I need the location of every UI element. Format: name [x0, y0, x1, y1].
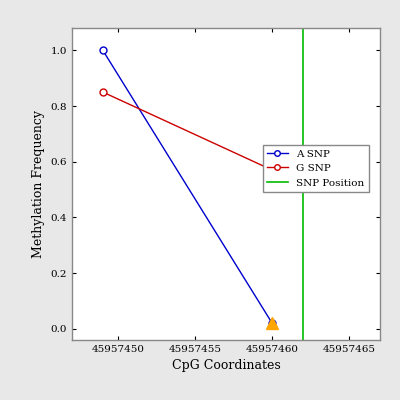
Legend: A SNP, G SNP, SNP Position: A SNP, G SNP, SNP Position — [263, 145, 369, 192]
Y-axis label: Methylation Frequency: Methylation Frequency — [32, 110, 45, 258]
X-axis label: CpG Coordinates: CpG Coordinates — [172, 360, 280, 372]
